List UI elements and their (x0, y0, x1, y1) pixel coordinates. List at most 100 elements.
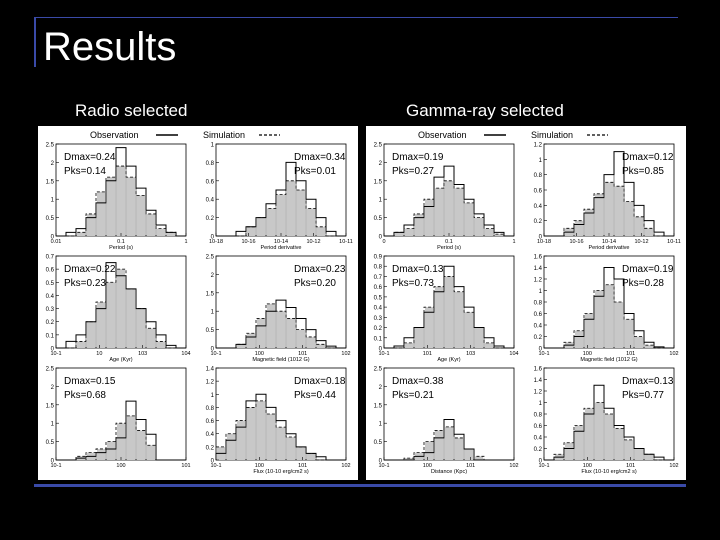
x-tick-label: 100 (255, 463, 264, 469)
y-tick-label: 0.5 (374, 216, 383, 222)
simulation-bar (147, 328, 155, 348)
legend: Observation Simulation (418, 130, 608, 140)
x-tick-label: 104 (181, 351, 190, 357)
ks-statistic: Pks=0.85 (622, 166, 664, 177)
simulation-bar (595, 402, 603, 460)
y-tick-label: 0.4 (534, 324, 543, 330)
y-tick-label: 1 (379, 198, 383, 204)
x-tick-label: 103 (466, 351, 475, 357)
simulation-bar (465, 448, 473, 460)
y-tick-label: 0.2 (46, 320, 55, 326)
simulation-outline (544, 181, 674, 237)
simulation-bar (495, 234, 503, 236)
simulation-bar (615, 186, 623, 236)
ks-statistic: Dmax=0.12 (622, 152, 674, 163)
x-tick-label: 10 (96, 351, 102, 357)
y-tick-label: 1.5 (374, 179, 383, 185)
simulation-bar (307, 453, 315, 460)
y-tick-label: 0.6 (534, 312, 543, 318)
y-tick-label: 0.4 (534, 436, 543, 442)
legend-observation: Observation (90, 130, 139, 140)
simulation-bar (615, 302, 623, 348)
x-tick-label: 102 (341, 351, 350, 357)
simulation-bar (87, 321, 95, 348)
x-tick-label: 100 (583, 351, 592, 357)
simulation-bar (465, 202, 473, 236)
top-rule (34, 17, 678, 18)
simulation-bar (247, 407, 255, 460)
y-tick-label: 0.2 (534, 335, 543, 341)
simulation-bar (117, 166, 125, 236)
simulation-bar (455, 291, 463, 348)
simulation-bar (107, 441, 115, 460)
simulation-outline (544, 284, 674, 349)
y-tick-label: 1 (539, 289, 543, 295)
y-tick-label: 0 (211, 235, 215, 241)
y-tick-label: 0.4 (374, 306, 383, 312)
x-tick-label: 100 (116, 463, 125, 469)
ks-statistic: Pks=0.44 (294, 390, 336, 401)
x-tick-label: 10-16 (241, 239, 255, 245)
x-tick-label: 1 (512, 239, 515, 245)
y-tick-label: 0.8 (206, 161, 215, 167)
y-tick-label: 1.2 (206, 380, 215, 386)
simulation-bar (405, 458, 413, 460)
y-tick-label: 0.2 (206, 216, 215, 222)
simulation-bar (595, 193, 603, 236)
simulation-bar (635, 336, 643, 348)
ks-statistic: Dmax=0.24 (64, 152, 116, 163)
y-tick-label: 0 (379, 347, 383, 353)
simulation-bar (575, 330, 583, 348)
x-tick-label: 104 (509, 351, 518, 357)
x-tick-label: 101 (626, 351, 635, 357)
ks-statistic: Pks=0.68 (64, 390, 106, 401)
simulation-bar (307, 208, 315, 236)
y-tick-label: 0.4 (206, 198, 215, 204)
simulation-outline (384, 276, 514, 349)
simulation-bar (435, 430, 443, 460)
x-tick-label: 10-11 (667, 239, 681, 245)
simulation-bar (585, 209, 593, 236)
simulation-bar (267, 414, 275, 460)
x-tick-label: 102 (669, 351, 678, 357)
simulation-bar (157, 341, 165, 348)
x-tick-label: 10-14 (274, 239, 288, 245)
ks-statistic: Pks=0.23 (64, 278, 106, 289)
y-tick-label: 1 (211, 393, 215, 399)
simulation-outline (216, 400, 346, 461)
simulation-bar (127, 288, 135, 348)
observation-histogram (384, 265, 514, 349)
radio-figure: Observation Simulation 0 0.5 1 1.5 2 2.5 0.01 0.1… (38, 126, 358, 480)
x-tick-label: 10-1 (538, 351, 549, 357)
simulation-bar (107, 282, 115, 348)
simulation-bar (395, 232, 403, 236)
x-tick-label: 10-12 (634, 239, 648, 245)
simulation-bar (147, 213, 155, 236)
simulation-bar (435, 188, 443, 236)
simulation-bar (625, 319, 633, 348)
x-tick-label: 10-1 (210, 351, 221, 357)
y-tick-label: 1.2 (534, 390, 543, 396)
simulation-bar (475, 456, 483, 460)
y-tick-label: 0.4 (534, 204, 543, 210)
simulation-bar (137, 308, 145, 348)
x-tick-label: 101 (181, 463, 190, 469)
y-tick-label: 1.4 (534, 266, 543, 272)
simulation-bar (565, 442, 573, 460)
y-tick-label: 0.5 (46, 216, 55, 222)
y-tick-label: 2.5 (46, 367, 55, 373)
histogram-panel: 0 0.5 1 1.5 2 2.5 0 0.1 1 Period (s) Dmax=0.19 Pks=… (374, 143, 516, 252)
y-tick-label: 2.5 (374, 143, 383, 149)
y-tick-label: 2.5 (374, 367, 383, 373)
x-tick-label: 10-14 (602, 239, 616, 245)
x-axis-label: Age (Kyr) (437, 357, 460, 363)
y-tick-label: 0.3 (374, 316, 383, 322)
simulation-bar (297, 329, 305, 348)
x-axis-label: Magnetic field (1012 G) (580, 357, 637, 363)
simulation-bar (625, 439, 633, 460)
simulation-outline (216, 180, 346, 237)
ks-statistic: Pks=0.77 (622, 390, 664, 401)
x-tick-label: 10-11 (339, 239, 353, 245)
gamma-heading: Gamma-ray selected (406, 101, 564, 120)
simulation-bar (445, 180, 453, 236)
